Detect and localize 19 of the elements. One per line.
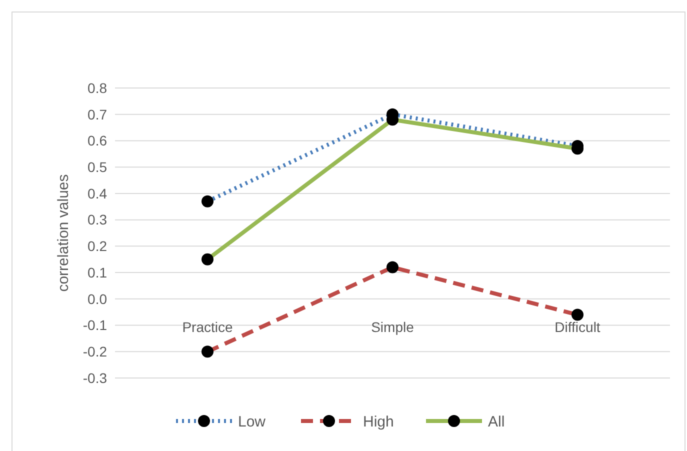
y-tick-label: 0.4 [88,185,108,202]
legend-label: High [363,413,394,430]
y-tick-label: 0.8 [88,80,108,96]
y-tick-label: 0.1 [88,264,108,280]
y-tick-label: 0.6 [88,132,108,149]
y-tick-label: 0.0 [88,290,108,307]
y-tick-label: 0.5 [88,158,108,175]
x-tick-label: Simple [371,318,414,335]
legend-label: All [488,413,505,430]
y-tick-label: -0.2 [82,344,108,360]
x-tick-label: Practice [182,318,233,335]
y-tick-label: 0.3 [88,212,108,228]
legend-label: Low [238,413,266,430]
y-tick-label: -0.1 [82,317,108,334]
y-tick-label: -0.3 [82,370,108,386]
y-tick-label: 0.7 [88,106,108,122]
x-tick-label: Difficult [554,318,600,335]
y-axis-title: correlation values [55,174,72,292]
y-tick-label: 0.2 [88,238,108,254]
